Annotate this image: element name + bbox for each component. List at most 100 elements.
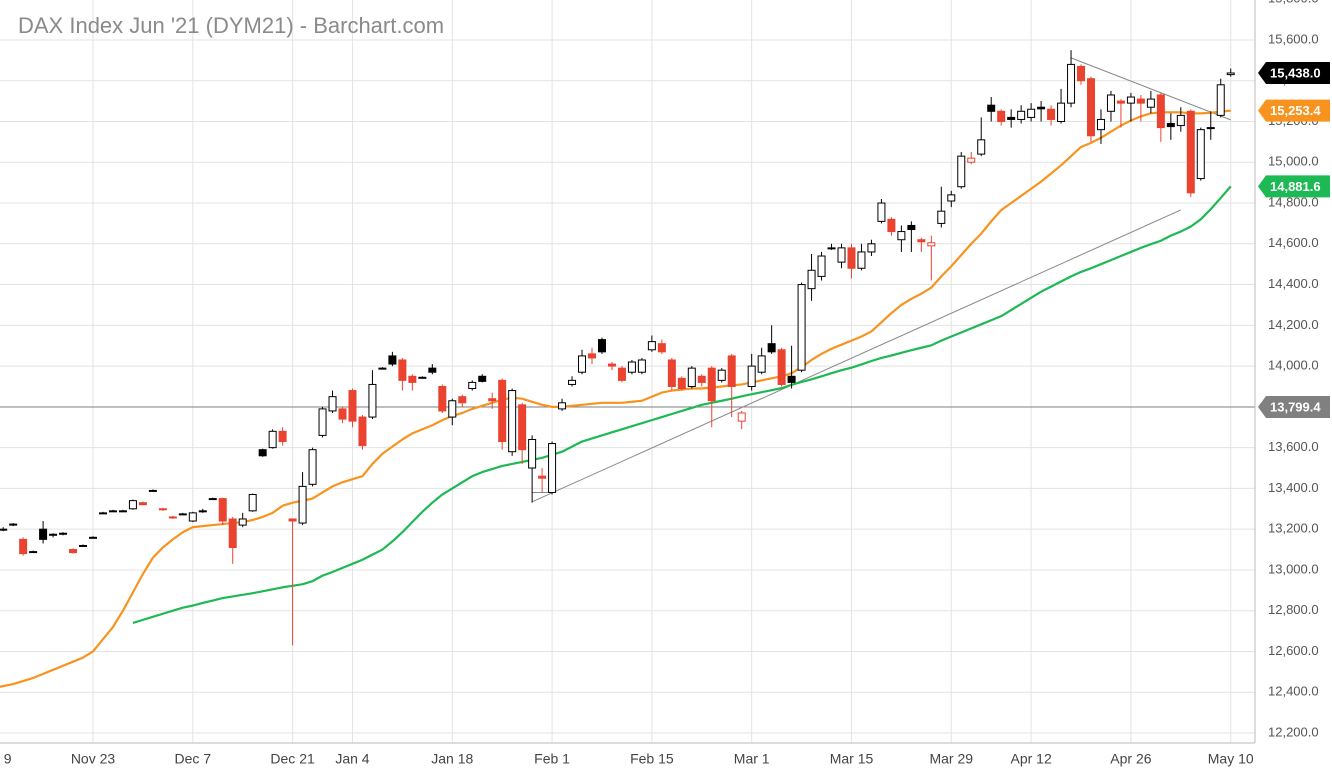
y-tick-label: 12,400.0	[1268, 684, 1319, 699]
candle-body	[977, 139, 986, 155]
candle-body	[807, 269, 816, 290]
moving-average-line	[0, 109, 1231, 688]
price-tag	[1258, 175, 1330, 198]
candle-body	[1146, 98, 1155, 108]
price-tag	[1258, 61, 1330, 84]
candle-body	[907, 224, 916, 231]
candle-body	[1116, 100, 1125, 104]
candle-body	[1106, 94, 1115, 112]
candle-body	[927, 242, 936, 247]
y-tick-label: 14,400.0	[1268, 276, 1319, 291]
y-tick-label: 14,600.0	[1268, 235, 1319, 250]
candle-body	[128, 500, 137, 510]
candle-body	[248, 494, 257, 512]
candle-body	[747, 365, 756, 387]
x-tick-label: Nov 9	[0, 751, 12, 767]
y-tick-label: 15,600.0	[1268, 31, 1319, 46]
candle-body	[1077, 65, 1086, 82]
candle-body	[1196, 129, 1205, 180]
candle-body	[218, 498, 227, 522]
candle-body	[98, 512, 107, 515]
candle-body	[687, 367, 696, 387]
y-tick-label: 15,000.0	[1268, 154, 1319, 169]
candle-body	[1037, 106, 1046, 110]
x-tick-label: Apr 26	[1110, 751, 1151, 767]
candle-body	[548, 443, 557, 493]
candle-body	[1216, 84, 1225, 116]
candle-body	[987, 104, 996, 112]
candle-body	[627, 361, 636, 373]
candle-body	[1226, 72, 1235, 76]
candle-body	[368, 383, 377, 418]
plot-area	[0, 50, 1255, 688]
candle-body	[168, 516, 177, 519]
candle-body	[737, 412, 746, 422]
candle-body	[378, 367, 387, 370]
candle-body	[228, 518, 237, 549]
candle-body	[558, 402, 567, 410]
x-tick-label: Mar 15	[830, 751, 874, 767]
candle-body	[817, 255, 826, 277]
candle-body	[268, 430, 277, 449]
x-tick-label: Nov 23	[71, 751, 116, 767]
candle-body	[418, 376, 427, 379]
candle-body	[727, 355, 736, 387]
candle-body	[837, 247, 846, 263]
candle-body	[1057, 102, 1066, 122]
candle-body	[887, 218, 896, 233]
x-tick-label: Jan 18	[431, 751, 473, 767]
candle-body	[867, 243, 876, 253]
moving-average-line	[132, 185, 1232, 624]
y-tick-label: 13,200.0	[1268, 521, 1319, 536]
candle-body	[39, 528, 48, 540]
candle-body	[458, 396, 467, 404]
candle-body	[787, 375, 796, 383]
candle-body	[438, 385, 447, 412]
candle-body	[59, 532, 68, 535]
candle-body	[498, 379, 507, 443]
candle-body	[827, 247, 836, 250]
y-tick-label: 12,600.0	[1268, 643, 1319, 658]
candle-body	[9, 523, 18, 526]
candle-body	[797, 284, 806, 371]
candle-body	[69, 549, 78, 554]
candle-body	[238, 518, 247, 526]
candle-body	[1047, 108, 1056, 120]
x-tick-label: Feb 15	[630, 751, 674, 767]
candle-body	[667, 359, 676, 387]
trendline	[531, 209, 1182, 503]
candle-body	[528, 438, 537, 469]
candle-body	[597, 339, 606, 353]
candle-body	[448, 400, 457, 418]
candle-body	[278, 430, 287, 443]
candle-body	[957, 155, 966, 188]
price-tag	[1258, 395, 1330, 418]
x-tick-label: Jan 4	[335, 751, 369, 767]
candle-body	[1017, 110, 1026, 120]
x-tick-label: Mar 1	[734, 751, 770, 767]
y-tick-label: 14,000.0	[1268, 358, 1319, 373]
candle-body	[29, 551, 38, 554]
y-tick-label: 12,800.0	[1268, 602, 1319, 617]
candle-body	[49, 533, 58, 536]
candle-body	[488, 398, 497, 402]
candle-body	[1087, 78, 1095, 137]
candle-body	[1166, 123, 1175, 128]
candle-body	[308, 449, 317, 485]
candle-body	[338, 408, 347, 420]
candle-body	[388, 355, 397, 365]
x-tick-label: Apr 12	[1010, 751, 1051, 767]
y-tick-label: 13,600.0	[1268, 439, 1319, 454]
candle-body	[647, 341, 656, 351]
candle-body	[767, 343, 776, 353]
candle-body	[717, 369, 726, 381]
y-tick-label: 13,400.0	[1268, 480, 1319, 495]
candle-body	[677, 377, 686, 390]
candle-body	[518, 404, 527, 451]
candle-body	[188, 512, 197, 522]
candle-body	[937, 210, 946, 224]
grid	[0, 0, 1255, 743]
candle-body	[637, 359, 646, 373]
candle-body	[588, 353, 596, 359]
